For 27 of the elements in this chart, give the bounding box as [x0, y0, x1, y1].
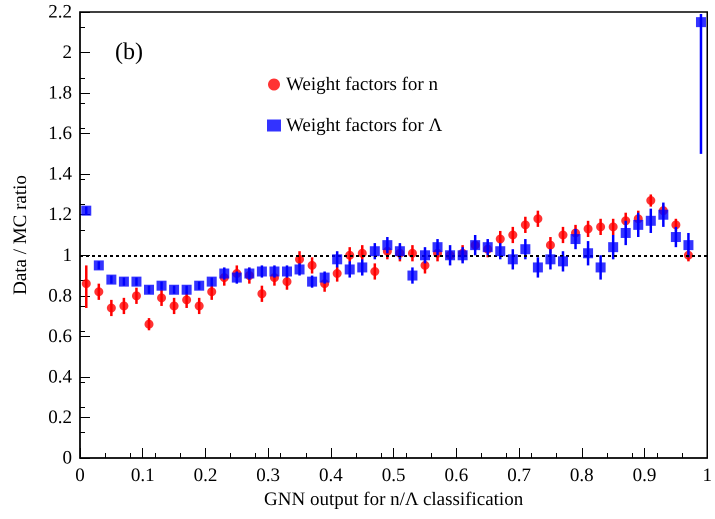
x-tick-label: 0.1 [130, 465, 155, 486]
x-tick-label: 0.4 [319, 465, 344, 486]
y-tick-label: 0.6 [48, 326, 72, 347]
y-tick-label: 0.8 [48, 285, 72, 306]
x-tick-label: 0.9 [632, 465, 656, 486]
y-tick-label: 1 [62, 244, 72, 266]
y-tick-label: 1.8 [48, 82, 72, 104]
annotation: (b) [115, 39, 143, 65]
y-tick-label: 2.2 [48, 2, 72, 22]
x-tick-label: 0.8 [570, 465, 594, 486]
x-tick-label: 0.7 [507, 465, 531, 486]
x-tick-label: 0.2 [194, 465, 218, 486]
y-tick-label: 1.6 [48, 123, 72, 144]
x-axis-title: GNN output for n/Λ classification [264, 488, 524, 510]
x-tick-label: 0.5 [382, 465, 406, 486]
y-tick-label: 0.4 [48, 366, 72, 388]
y-tick-label: 2 [62, 42, 72, 64]
legend-label: Weight factors for n [286, 74, 438, 95]
y-tick-label: 1.2 [48, 204, 72, 226]
y-tick-label: 1.4 [48, 164, 72, 185]
y-tick-label: 0.2 [48, 406, 72, 428]
legend-label: Weight factors for Λ [286, 115, 442, 136]
y-axis-title: Data / MC ratio [10, 175, 31, 295]
y-tick-label: 0 [62, 448, 72, 468]
x-tick-label: 0.6 [444, 465, 468, 486]
x-tick-label: 0.3 [256, 465, 280, 486]
x-tick-label: 1 [702, 465, 712, 486]
